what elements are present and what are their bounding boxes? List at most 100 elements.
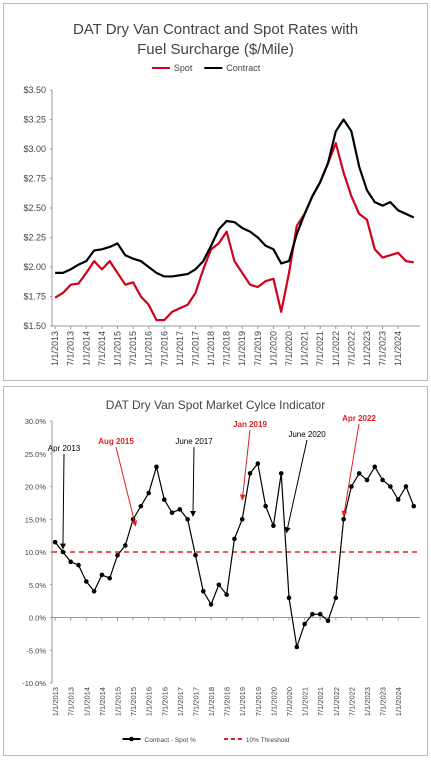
x-tick-label: 7/1/2022 xyxy=(347,687,356,716)
series-marker xyxy=(68,559,74,565)
y-tick-label: $1.75 xyxy=(23,292,46,302)
series-marker xyxy=(208,602,214,607)
series-marker xyxy=(333,595,339,601)
series-marker xyxy=(107,575,112,581)
series-marker xyxy=(302,621,307,627)
x-tick-label: 1/1/2023 xyxy=(362,331,372,366)
x-tick-label: 7/1/2023 xyxy=(379,687,388,716)
y-tick-label: $1.50 xyxy=(23,321,46,331)
series-marker xyxy=(169,510,175,515)
series-marker xyxy=(255,461,261,466)
y-tick-label: $2.25 xyxy=(23,233,46,243)
chart-title: DAT Dry Van Contract and Spot Rates with… xyxy=(72,21,359,58)
annotation-label: June 2020 xyxy=(288,430,326,439)
x-tick-label: 1/1/2022 xyxy=(331,331,341,366)
annotation-label: Jan 2019 xyxy=(233,420,267,429)
chart-panel: DAT Dry Van Spot Market Cylce Indicator … xyxy=(3,386,428,756)
annotation-arrow xyxy=(59,453,66,550)
y-tick-label: 10.0% xyxy=(25,548,47,557)
x-tick-label: 7/1/2015 xyxy=(128,331,138,366)
x-tick-label: 1/1/2020 xyxy=(269,687,278,716)
x-tick-label: 1/1/2021 xyxy=(300,331,310,366)
y-tick-label: 0.0% xyxy=(29,614,46,623)
legend-label: Contract - Spot % xyxy=(145,737,197,744)
series-marker xyxy=(60,549,66,555)
y-tick-label: $3.50 xyxy=(23,85,46,95)
series-marker xyxy=(325,618,331,624)
series-marker xyxy=(84,579,89,584)
series-marker xyxy=(193,552,198,558)
y-tick-label: $2.50 xyxy=(23,203,46,213)
series-marker xyxy=(52,539,58,545)
series-marker xyxy=(364,477,370,483)
x-tick-label: 1/1/2019 xyxy=(237,331,247,366)
series-marker xyxy=(356,471,362,476)
annotation-arrow xyxy=(115,446,138,527)
series-marker xyxy=(232,536,237,542)
x-tick-label: 1/1/2014 xyxy=(81,331,91,366)
series-marker xyxy=(411,503,417,509)
x-tick-label: 7/1/2018 xyxy=(223,687,232,716)
series-marker xyxy=(310,611,315,617)
series-marker xyxy=(200,589,206,594)
series-marker xyxy=(263,503,268,509)
x-tick-label: 1/1/2018 xyxy=(207,687,216,716)
series-marker xyxy=(317,611,323,617)
y-tick-label: $2.00 xyxy=(23,262,46,272)
x-tick-label: 7/1/2017 xyxy=(190,331,200,366)
x-tick-label: 1/1/2014 xyxy=(82,687,91,716)
x-tick-label: 1/1/2017 xyxy=(175,331,185,366)
x-tick-label: 7/1/2013 xyxy=(66,331,76,366)
series-marker xyxy=(294,644,300,650)
annotation-arrow xyxy=(190,446,197,517)
x-tick-label: 7/1/2013 xyxy=(67,687,76,716)
y-tick-label: 15.0% xyxy=(25,515,47,524)
series-marker xyxy=(403,484,409,489)
series-marker xyxy=(76,562,81,568)
x-tick-label: 1/1/2018 xyxy=(206,331,216,366)
series-marker xyxy=(154,464,159,470)
series-marker xyxy=(247,471,253,476)
series-marker xyxy=(185,516,190,522)
x-tick-label: 7/1/2014 xyxy=(97,331,107,366)
x-tick-label: 1/1/2017 xyxy=(176,687,185,716)
x-tick-label: 1/1/2013 xyxy=(50,331,60,366)
annotation-arrow xyxy=(284,439,308,534)
x-tick-label: 7/1/2021 xyxy=(315,331,325,366)
series-marker xyxy=(146,490,151,496)
legend-marker xyxy=(129,736,134,742)
annotation-label: Apr 2022 xyxy=(342,414,376,423)
legend-label: Contract xyxy=(226,63,261,73)
chart-panel: DAT Dry Van Contract and Spot Rates with… xyxy=(3,3,428,381)
x-tick-label: 7/1/2019 xyxy=(254,687,263,716)
y-tick-label: $2.75 xyxy=(23,174,46,184)
series-line xyxy=(54,462,415,648)
x-tick-label: 1/1/2024 xyxy=(393,331,403,366)
series-marker xyxy=(224,592,229,597)
x-tick-label: 1/1/2013 xyxy=(51,687,60,716)
series-marker xyxy=(115,552,120,558)
series-marker xyxy=(216,582,222,588)
series-marker xyxy=(122,543,128,548)
series-marker xyxy=(99,572,105,578)
x-tick-label: 1/1/2016 xyxy=(144,331,154,366)
x-tick-label: 1/1/2016 xyxy=(145,687,154,716)
x-tick-label: 1/1/2023 xyxy=(363,687,372,716)
series-marker xyxy=(271,523,276,529)
x-tick-label: 1/1/2021 xyxy=(301,687,310,716)
y-tick-label: 5.0% xyxy=(29,581,46,590)
series-line xyxy=(54,142,414,322)
series-line xyxy=(55,118,415,278)
x-tick-label: 7/1/2018 xyxy=(222,331,232,366)
y-tick-label: $3.25 xyxy=(23,115,46,125)
chart: $1.50 $1.75 $2.00 $2.25 $2.50 $2.75 $3.00 $3.25… xyxy=(23,63,420,366)
series-marker xyxy=(138,503,144,509)
x-tick-label: 7/1/2016 xyxy=(160,687,169,716)
x-tick-label: 7/1/2023 xyxy=(378,331,388,366)
x-tick-label: 7/1/2021 xyxy=(316,687,325,716)
x-tick-label: 1/1/2024 xyxy=(394,687,403,716)
y-tick-label: 25.0% xyxy=(25,450,47,459)
x-tick-label: 1/1/2022 xyxy=(332,687,341,716)
x-tick-label: 7/1/2016 xyxy=(159,331,169,366)
